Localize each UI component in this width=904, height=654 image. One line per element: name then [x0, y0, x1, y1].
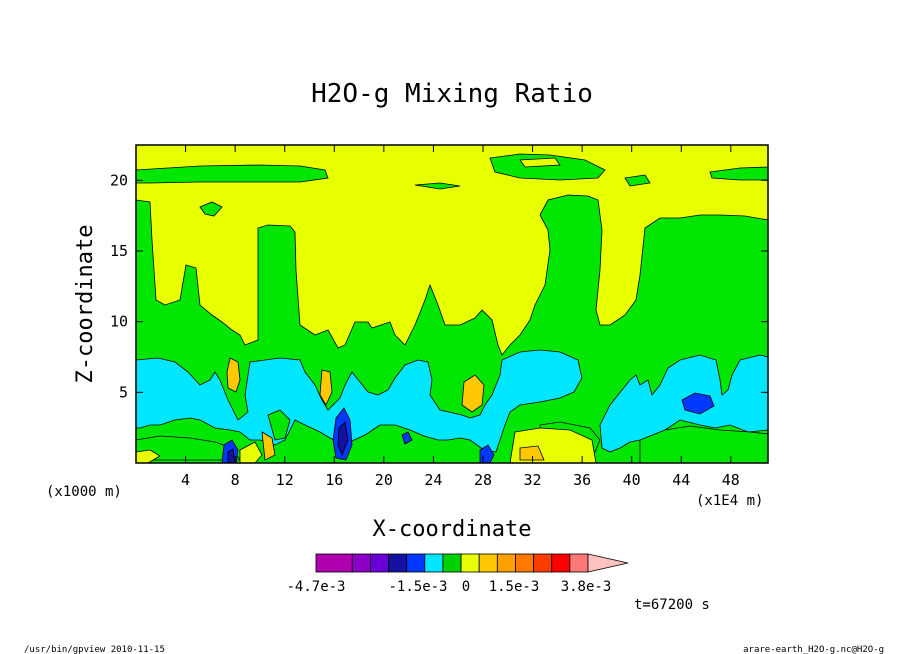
x-unit-right: (x1E4 m) — [696, 493, 763, 509]
colorbar-label: 3.8e-3 — [561, 579, 612, 595]
colorbar — [315, 553, 629, 573]
x-tick-label: 40 — [623, 471, 641, 489]
green-band-mid — [489, 153, 606, 181]
x-tick-label: 20 — [375, 471, 393, 489]
y-axis-label: Z-coordinate — [73, 225, 98, 384]
x-axis-ticks: 4 8 12 16 20 24 28 32 36 40 44 48 — [181, 145, 740, 489]
green-blob — [199, 201, 223, 217]
y-tick-label: 15 — [110, 242, 128, 260]
orange-blob-3 — [461, 374, 485, 413]
y-tick-label: 10 — [110, 313, 128, 331]
x-tick-label: 24 — [424, 471, 442, 489]
x-tick-label: 48 — [722, 471, 740, 489]
plot-frame — [135, 144, 769, 464]
colorbar-segment — [478, 553, 498, 573]
blue-blob-4 — [479, 444, 495, 464]
x-axis-label: X-coordinate — [373, 517, 532, 542]
colorbar-segment — [369, 553, 389, 573]
colorbar-label: -1.5e-3 — [388, 579, 447, 595]
orange-blob — [226, 357, 241, 393]
orange-blob-5 — [519, 445, 545, 461]
colorbar-label: -4.7e-3 — [286, 579, 345, 595]
colorbar-segment — [442, 553, 462, 573]
footer-left: /usr/bin/gpview 2010-11-15 — [24, 645, 165, 654]
colorbar-labels: -4.7e-3 -1.5e-3 0 1.5e-3 3.8e-3 — [286, 579, 611, 595]
green-blob-2 — [414, 182, 461, 190]
time-label: t=67200 s — [634, 597, 710, 613]
yellow-bottom-2 — [239, 441, 263, 464]
y-axis-ticks: 5 10 15 20 — [110, 171, 768, 401]
navy-blob-2 — [337, 421, 349, 457]
green-band-top — [135, 164, 329, 184]
footer-right: arare-earth_H2O-g.nc@H2O-g — [743, 645, 884, 654]
colorbar-segment — [533, 553, 553, 573]
colorbar-segment — [406, 553, 426, 573]
x-tick-label: 8 — [231, 471, 240, 489]
x-tick-label: 12 — [276, 471, 294, 489]
orange-blob-4 — [261, 431, 276, 461]
colorbar-segment — [424, 553, 444, 573]
x-tick-label: 44 — [672, 471, 690, 489]
chart-title: H2O-g Mixing Ratio — [311, 79, 593, 109]
cyan-region — [135, 349, 583, 453]
contour-field — [135, 153, 769, 464]
y-tick-label: 20 — [110, 171, 128, 189]
colorbar-arrow — [587, 553, 629, 573]
colorbar-label: 1.5e-3 — [489, 579, 540, 595]
colorbar-segment — [515, 553, 535, 573]
x-tick-label: 28 — [474, 471, 492, 489]
colorbar-segment — [569, 553, 589, 573]
blue-blob-3 — [401, 431, 413, 445]
green-blob-3 — [624, 174, 651, 187]
x-tick-label: 32 — [524, 471, 542, 489]
colorbar-label: 0 — [462, 579, 470, 595]
x-tick-label: 16 — [325, 471, 343, 489]
green-patch-2 — [267, 409, 291, 441]
x-tick-label: 36 — [573, 471, 591, 489]
y-tick-label: 5 — [119, 383, 128, 401]
blue-blob-5 — [681, 392, 715, 415]
colorbar-segment — [551, 553, 571, 573]
colorbar-segment — [388, 553, 408, 573]
colorbar-segment — [315, 553, 353, 573]
yellow-inset — [519, 157, 561, 168]
x-tick-label: 4 — [181, 471, 190, 489]
colorbar-segment — [351, 553, 371, 573]
x-unit-left: (x1000 m) — [46, 484, 122, 500]
colorbar-segment — [460, 553, 480, 573]
colorbar-segment — [496, 553, 516, 573]
orange-blob-2 — [319, 369, 333, 406]
